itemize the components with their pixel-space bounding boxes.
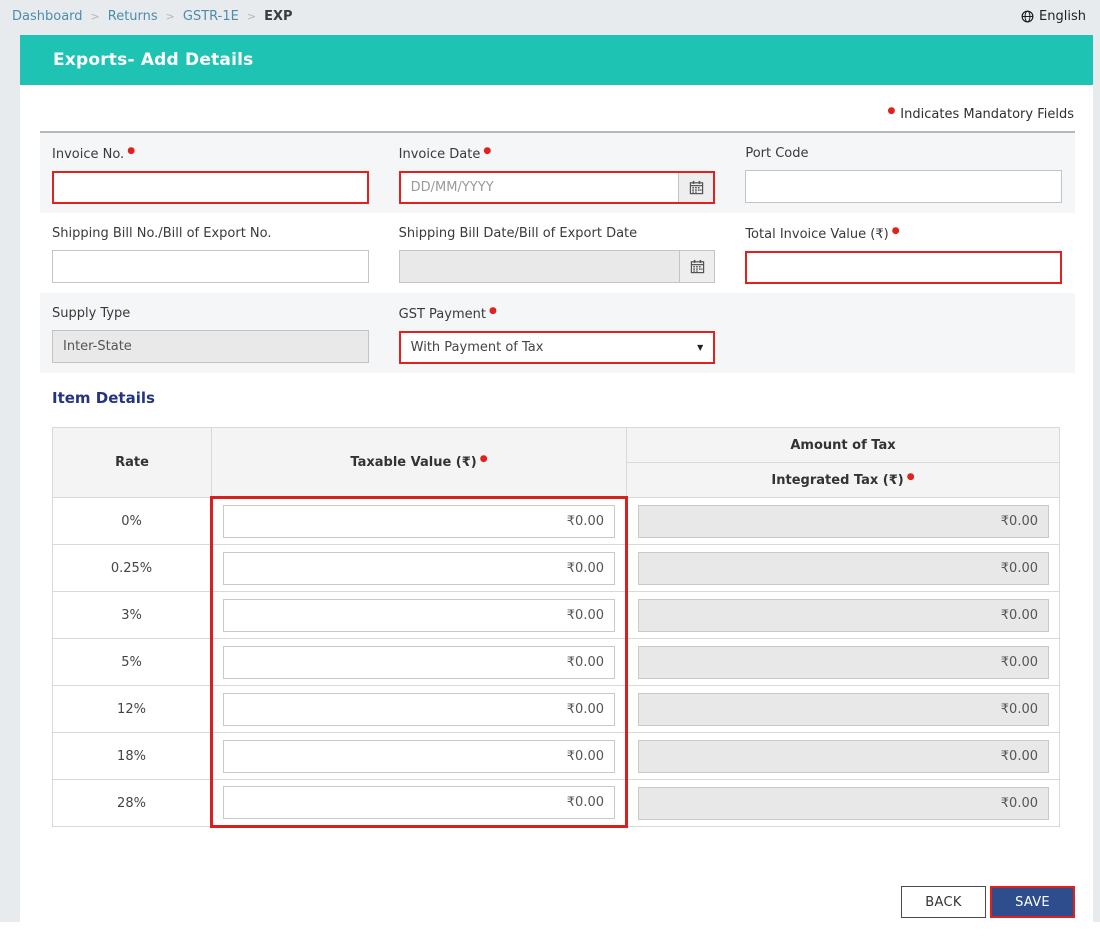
rate-value: 5% [52,638,212,686]
integrated-tax-input [638,504,1049,538]
breadcrumb-separator: > [90,10,100,23]
taxable-value-input[interactable] [223,505,615,538]
table-row: 18% [52,732,1060,780]
language-label: English [1039,9,1086,24]
table-row: 5% [52,638,1060,686]
invoice-date-input[interactable] [400,173,679,202]
mandatory-dot-icon: Indicates Mandatory Fields [887,107,1074,122]
rate-value: 28% [52,779,212,827]
item-details-table: Rate Taxable Value (₹) Amount of Tax Int… [52,427,1060,828]
port-code-field: Port Code [745,146,1062,204]
column-header-rate: Rate [52,427,212,498]
invoice-form: Invoice No. Invoice Date [40,131,1075,373]
port-code-label: Port Code [745,146,809,161]
rate-value: 18% [52,732,212,780]
gst-payment-selected-value: With Payment of Tax [410,340,544,355]
taxable-value-input[interactable] [223,645,615,679]
invoice-date-label: Invoice Date [399,147,492,162]
port-code-input[interactable] [745,170,1062,203]
integrated-tax-input [638,692,1049,726]
supply-type-field: Supply Type [52,306,369,364]
rate-value: 0% [52,497,212,545]
chevron-down-icon: ▼ [697,343,704,352]
invoice-no-input[interactable] [52,171,369,204]
shipping-bill-date-input [398,250,681,283]
save-button[interactable]: SAVE [990,886,1075,918]
footer-buttons: BACK SAVE [901,886,1075,918]
exports-add-details-card: Exports- Add Details Indicates Mandatory… [20,35,1093,922]
table-row: 12% [52,685,1060,733]
rate-value: 0.25% [52,544,212,592]
shipping-bill-no-input[interactable] [52,250,369,283]
invoice-date-calendar-button[interactable] [678,173,714,202]
column-header-integrated-tax: Integrated Tax (₹) [626,462,1060,498]
gst-payment-label: GST Payment [399,307,497,322]
item-details-title: Item Details [52,389,155,407]
table-row: 3% [52,591,1060,639]
integrated-tax-input [638,598,1049,632]
form-row-2: Shipping Bill No./Bill of Export No. Shi… [40,213,1075,293]
taxable-value-input[interactable] [223,786,615,819]
supply-type-input [52,330,369,363]
integrated-tax-input [638,739,1049,773]
back-button[interactable]: BACK [901,886,986,918]
taxable-value-input[interactable] [223,551,615,585]
integrated-tax-input [638,551,1049,585]
column-header-taxable-value: Taxable Value (₹) [211,427,627,498]
total-invoice-value-field: Total Invoice Value (₹) [745,226,1062,284]
invoice-no-label: Invoice No. [52,147,135,162]
table-row: 0.25% [52,544,1060,592]
rate-value: 12% [52,685,212,733]
breadcrumb: Dashboard > Returns > GSTR-1E > EXP [12,9,293,24]
gst-payment-field: GST Payment With Payment of Tax ▼ [398,306,716,364]
form-row-1: Invoice No. Invoice Date [40,133,1075,213]
shipping-bill-no-label: Shipping Bill No./Bill of Export No. [52,226,272,241]
topbar: Dashboard > Returns > GSTR-1E > EXP Engl… [0,0,1100,33]
form-row-3-spacer [745,306,1062,364]
gst-payment-select[interactable]: With Payment of Tax ▼ [398,331,716,364]
invoice-date-group [398,171,716,204]
supply-type-label: Supply Type [52,306,131,321]
column-header-amount-of-tax: Amount of Tax [626,427,1060,463]
invoice-no-field: Invoice No. [52,146,369,204]
integrated-tax-input [638,645,1049,679]
shipping-bill-date-group [398,250,716,283]
breadcrumb-current-exp: EXP [264,9,293,24]
form-row-3: Supply Type GST Payment With Payment of … [40,293,1075,373]
page-header: Exports- Add Details [20,35,1093,85]
shipping-bill-date-field: Shipping Bill Date/Bill of Export Date [398,226,716,284]
breadcrumb-separator: > [246,10,257,23]
globe-icon [1021,10,1034,23]
table-row: 28% [52,779,1060,828]
total-invoice-value-input[interactable] [745,251,1062,284]
taxable-value-input[interactable] [223,692,615,726]
taxable-value-input[interactable] [223,739,615,773]
total-invoice-value-label: Total Invoice Value (₹) [745,227,899,242]
breadcrumb-separator: > [165,10,175,23]
integrated-tax-input [638,786,1049,820]
breadcrumb-link-returns[interactable]: Returns [107,9,158,24]
page-title: Exports- Add Details [53,50,254,70]
calendar-icon [689,180,704,195]
breadcrumb-link-gstr1e[interactable]: GSTR-1E [182,9,239,24]
language-selector[interactable]: English [1021,9,1086,24]
bottom-strip [0,922,1100,937]
breadcrumb-link-dashboard[interactable]: Dashboard [12,9,83,24]
invoice-date-field: Invoice Date [398,146,716,204]
shipping-bill-date-label: Shipping Bill Date/Bill of Export Date [398,226,638,241]
rate-value: 3% [52,591,212,639]
item-details-rows: 0% 0.25% 3% 5% 12% [52,496,1060,828]
mandatory-fields-note: Indicates Mandatory Fields [20,85,1093,131]
shipping-bill-date-calendar-button [680,250,716,283]
taxable-value-input[interactable] [223,598,615,632]
shipping-bill-no-field: Shipping Bill No./Bill of Export No. [52,226,369,284]
table-row: 0% [52,496,1060,545]
calendar-icon [690,259,705,274]
